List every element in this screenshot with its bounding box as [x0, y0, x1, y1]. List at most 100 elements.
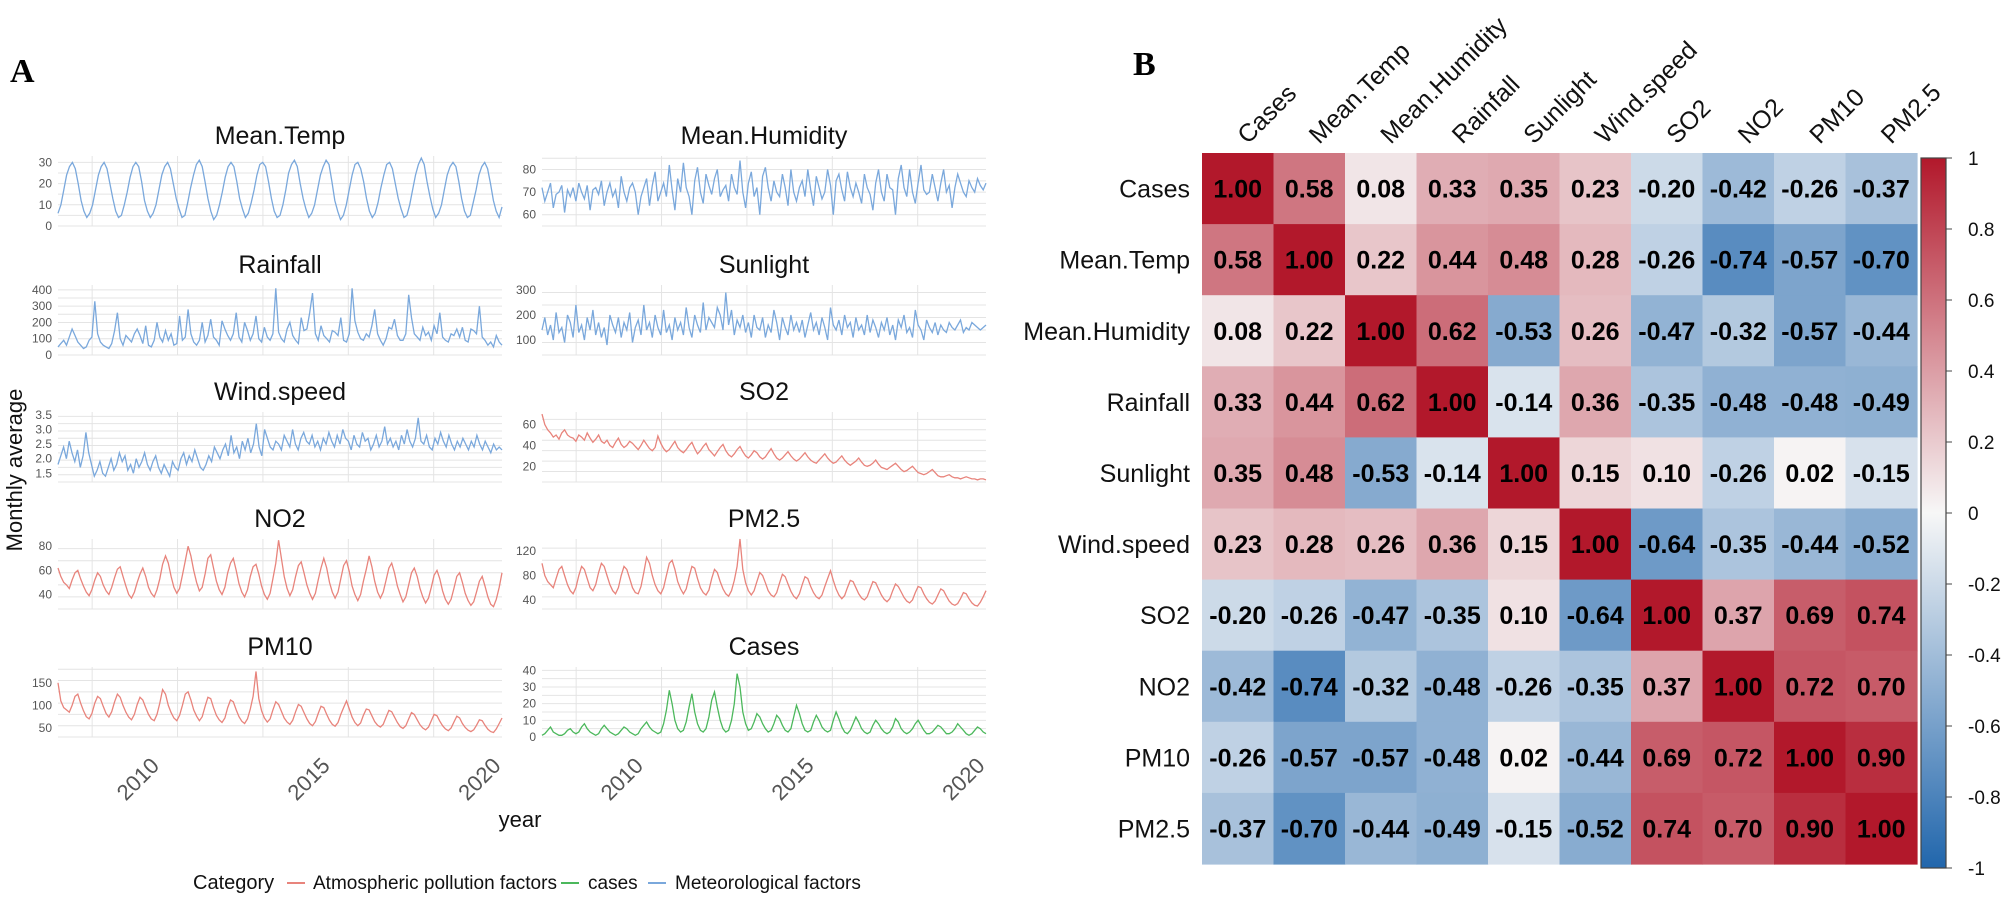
legend: Category Atmospheric pollution factors c… [193, 872, 861, 894]
heatmap-cell [1273, 721, 1346, 794]
cell-value: -0.26 [1495, 673, 1552, 701]
panel-a-label: A [10, 53, 35, 90]
facet-wind-speed: Wind.speed 1.52.02.53.03.5 [35, 378, 503, 483]
y-tick-label: 70 [523, 185, 537, 199]
heatmap-cell [1345, 792, 1418, 865]
x-tick-label: 2010 [596, 753, 648, 805]
cell-value: -0.57 [1781, 247, 1838, 275]
y-tick-label: 100 [516, 333, 536, 347]
colorbar-tick-label: 0.2 [1968, 433, 1994, 454]
y-tick-label: 80 [523, 569, 537, 583]
heatmap-cell [1345, 437, 1418, 510]
cell-value: 0.58 [1285, 176, 1334, 204]
heatmap-cell [1202, 224, 1275, 296]
cell-value: 0.33 [1213, 389, 1262, 417]
cell-value: 0.74 [1642, 815, 1691, 843]
cell-value: -0.44 [1781, 531, 1838, 559]
y-tick-label: 40 [523, 438, 537, 452]
heatmap-cell [1631, 650, 1704, 723]
y-tick-label: 3.0 [35, 423, 52, 437]
cell-value: -0.32 [1352, 673, 1409, 701]
y-tick-label: 100 [32, 332, 52, 346]
heatmap-cell [1416, 224, 1489, 296]
heatmap-cell [1416, 508, 1489, 581]
cell-value: -0.70 [1281, 815, 1338, 843]
cell-value: 0.48 [1285, 460, 1334, 488]
cell-value: 0.48 [1499, 247, 1548, 275]
cell-value: -0.26 [1781, 176, 1838, 204]
heatmap-cell [1702, 650, 1775, 723]
facet-so2: SO2 20 40 60 [523, 378, 987, 483]
colorbar-tick-label: 0 [1968, 504, 1979, 525]
row-label: Mean.Humidity [1023, 318, 1190, 346]
facet-title: Rainfall [238, 251, 321, 279]
cell-value: -0.37 [1853, 176, 1910, 204]
cell-value: -0.74 [1710, 247, 1767, 275]
cell-value: -0.48 [1424, 744, 1481, 772]
cell-value: 1.00 [1642, 602, 1691, 630]
cell-value: -0.26 [1638, 247, 1695, 275]
cell-value: -0.47 [1352, 602, 1409, 630]
heatmap-cell [1845, 153, 1918, 225]
x-tick-label: 2015 [282, 753, 334, 805]
cell-value: 0.37 [1714, 602, 1763, 630]
heatmap-cell [1702, 579, 1775, 652]
row-label: SO2 [1140, 602, 1190, 630]
x-axis-title: year [499, 807, 542, 832]
heatmap-cell [1345, 224, 1418, 296]
heatmap-cell [1845, 224, 1918, 296]
facet-title: PM10 [247, 633, 312, 661]
heatmap-cell [1345, 579, 1418, 652]
colorbar: 1 0.8 0.6 0.4 0.2 0 -0.2 -0.4 -0.6 -0.8 -1 [1920, 149, 2001, 880]
panel-b-label: B [1133, 46, 1156, 83]
y-tick-label: 300 [516, 283, 536, 297]
cell-value: 0.90 [1785, 815, 1834, 843]
cell-value: 0.36 [1428, 531, 1477, 559]
heatmap-cell [1202, 366, 1275, 438]
heatmap-cell [1273, 792, 1346, 865]
colorbar-tick-label: -0.8 [1968, 788, 2001, 809]
cell-value: -0.26 [1281, 602, 1338, 630]
cell-value: -0.53 [1495, 318, 1552, 346]
y-tick-label: 2.0 [35, 452, 52, 466]
column-label: Cases [1232, 79, 1302, 149]
legend-label-cases: cases [588, 873, 638, 894]
facet-title: Sunlight [719, 251, 809, 279]
heatmap-cell [1345, 721, 1418, 794]
row-label: Mean.Temp [1059, 247, 1190, 275]
cell-value: -0.20 [1638, 176, 1695, 204]
y-tick-label: 1.5 [35, 466, 52, 480]
cell-value: -0.26 [1209, 744, 1266, 772]
series-line [57, 417, 503, 479]
column-label: PM10 [1804, 83, 1870, 149]
cell-value: -0.42 [1710, 176, 1767, 204]
cell-value: 1.00 [1714, 673, 1763, 701]
heatmap-cell [1345, 295, 1418, 367]
facet-title: Cases [729, 633, 800, 661]
heatmap-cell [1488, 508, 1561, 581]
column-label: Sunlight [1518, 66, 1602, 150]
cell-value: 0.70 [1857, 673, 1906, 701]
heatmap-cell [1774, 224, 1847, 296]
heatmap-cell [1202, 153, 1275, 225]
cell-value: 1.00 [1571, 531, 1620, 559]
facet-title: Mean.Temp [215, 122, 346, 150]
heatmap-cell [1559, 579, 1632, 652]
heatmap-cell [1202, 721, 1275, 794]
heatmap-cell [1631, 579, 1704, 652]
heatmap-cell [1702, 792, 1775, 865]
x-tick-label: 2010 [112, 753, 164, 805]
heatmap-cell [1702, 721, 1775, 794]
cell-value: -0.74 [1281, 673, 1338, 701]
cell-value: 0.02 [1785, 460, 1834, 488]
heatmap-cell [1416, 366, 1489, 438]
y-tick-label: 20 [523, 459, 537, 473]
x-tick-label: 2015 [766, 753, 818, 805]
column-label: NO2 [1733, 93, 1789, 149]
cell-value: -0.48 [1710, 389, 1767, 417]
heatmap-cell [1345, 508, 1418, 581]
cell-value: 0.69 [1642, 744, 1691, 772]
heatmap-cell [1845, 579, 1918, 652]
series-line [57, 288, 503, 350]
cell-value: 0.33 [1428, 176, 1477, 204]
